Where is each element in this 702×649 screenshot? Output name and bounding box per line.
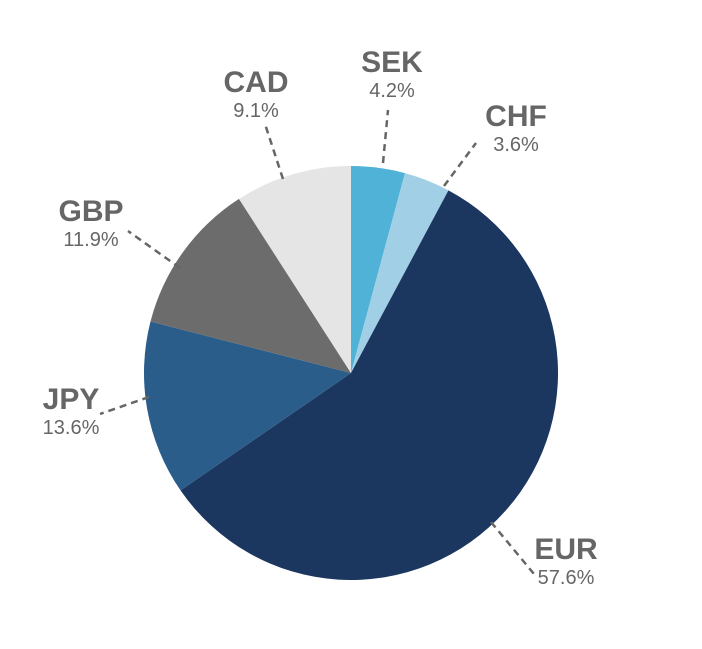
slice-value-gbp: 11.9%: [63, 229, 118, 251]
slice-label-chf: CHF: [485, 100, 547, 133]
slice-value-sek: 4.2%: [369, 80, 415, 102]
pie-slice-jpy: [143, 321, 351, 491]
pie-slice-chf: [351, 173, 449, 373]
pie-slice-gbp: [150, 198, 351, 373]
slice-value-jpy: 13.6%: [43, 417, 100, 439]
slice-value-eur: 57.6%: [538, 567, 595, 589]
slice-label-gbp: GBP: [58, 195, 123, 228]
pie-slices: [143, 166, 559, 581]
leader-line-gbp: [127, 229, 181, 270]
leader-line-eur: [490, 521, 535, 575]
slice-label-jpy: JPY: [43, 383, 100, 416]
slice-value-cad: 9.1%: [233, 100, 279, 122]
slice-label-eur: EUR: [534, 533, 598, 566]
leader-line-sek: [381, 109, 390, 164]
leader-line-cad: [263, 123, 285, 180]
slice-label-cad: CAD: [224, 66, 289, 99]
slice-value-chf: 3.6%: [493, 134, 539, 156]
leader-line-jpy: [99, 395, 150, 416]
leader-line-chf: [442, 142, 478, 187]
leader-lines: [99, 109, 535, 575]
pie-slice-cad: [238, 166, 351, 373]
slice-label-sek: SEK: [361, 46, 423, 79]
pie-slice-sek: [351, 166, 405, 373]
pie-slice-eur: [180, 190, 559, 581]
